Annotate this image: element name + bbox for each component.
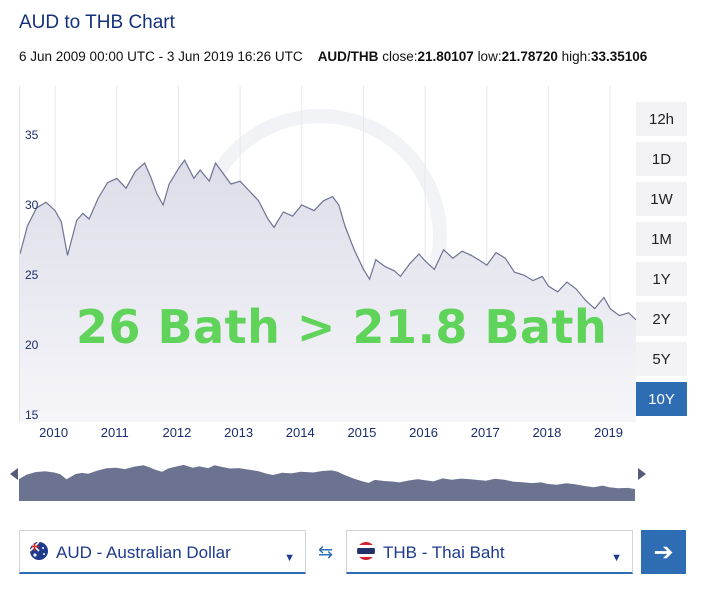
close-label: close: bbox=[382, 49, 418, 64]
chart-summary: 6 Jun 2009 00:00 UTC - 3 Jun 2019 16:26 … bbox=[19, 49, 647, 64]
rate-line bbox=[20, 159, 636, 321]
x-tick-label: 2012 bbox=[162, 425, 192, 440]
range-button-2y[interactable]: 2Y bbox=[636, 302, 687, 336]
to-currency-label: THB - Thai Baht bbox=[383, 543, 505, 562]
from-currency-label: AUD - Australian Dollar bbox=[56, 543, 231, 562]
currency-pair: AUD/THB bbox=[317, 49, 379, 64]
swap-arrows-icon[interactable]: ⇆ bbox=[318, 542, 334, 562]
x-tick-label: 2017 bbox=[470, 425, 500, 440]
navigator-left-handle[interactable] bbox=[10, 468, 18, 480]
to-currency-select[interactable]: THB - Thai Baht ▼ bbox=[346, 530, 633, 574]
chevron-down-icon: ▼ bbox=[611, 552, 622, 564]
from-currency-select[interactable]: AUD - Australian Dollar ▼ bbox=[19, 530, 306, 574]
high-value: 33.35106 bbox=[590, 49, 648, 64]
range-button-12h[interactable]: 12h bbox=[636, 102, 687, 136]
range-button-1w[interactable]: 1W bbox=[636, 182, 687, 216]
navigator[interactable] bbox=[19, 453, 635, 501]
x-tick-label: 2010 bbox=[39, 425, 69, 440]
range-button-10y[interactable]: 10Y bbox=[636, 382, 687, 416]
arrow-right-icon: ➔ bbox=[653, 538, 674, 566]
navigator-svg bbox=[19, 464, 635, 501]
y-tick-label: 25 bbox=[25, 268, 39, 282]
x-tick-label: 2011 bbox=[100, 425, 129, 440]
navigator-area bbox=[19, 464, 635, 501]
convert-button[interactable]: ➔ bbox=[641, 530, 686, 574]
comparison-annotation: 26 Bath > 21.8 Bath bbox=[76, 300, 608, 354]
page-title: AUD to THB Chart bbox=[19, 12, 175, 33]
y-tick-label: 35 bbox=[25, 128, 39, 142]
x-tick-label: 2015 bbox=[347, 425, 377, 440]
chevron-down-icon: ▼ bbox=[284, 552, 295, 564]
rate-area bbox=[20, 160, 636, 422]
y-tick-label: 15 bbox=[25, 408, 39, 422]
low-value: 21.78720 bbox=[501, 49, 558, 64]
x-tick-label: 2014 bbox=[285, 425, 315, 440]
range-button-1y[interactable]: 1Y bbox=[636, 262, 687, 296]
y-tick-label: 20 bbox=[25, 338, 39, 352]
australia-flag-icon bbox=[30, 542, 48, 560]
y-tick-label: 30 bbox=[25, 198, 39, 212]
x-tick-label: 2016 bbox=[409, 425, 439, 440]
high-label: high: bbox=[561, 49, 591, 64]
x-tick-label: 2013 bbox=[224, 425, 254, 440]
low-label: low: bbox=[477, 49, 502, 64]
x-tick-label: 2018 bbox=[532, 425, 562, 440]
close-value: 21.80107 bbox=[417, 49, 474, 64]
date-range: 6 Jun 2009 00:00 UTC - 3 Jun 2019 16:26 … bbox=[19, 49, 303, 64]
navigator-right-handle[interactable] bbox=[638, 468, 646, 480]
range-button-1m[interactable]: 1M bbox=[636, 222, 687, 256]
range-button-5y[interactable]: 5Y bbox=[636, 342, 687, 376]
x-tick-label: 2019 bbox=[594, 425, 624, 440]
thailand-flag-icon bbox=[357, 542, 375, 560]
range-button-1d[interactable]: 1D bbox=[636, 142, 687, 176]
